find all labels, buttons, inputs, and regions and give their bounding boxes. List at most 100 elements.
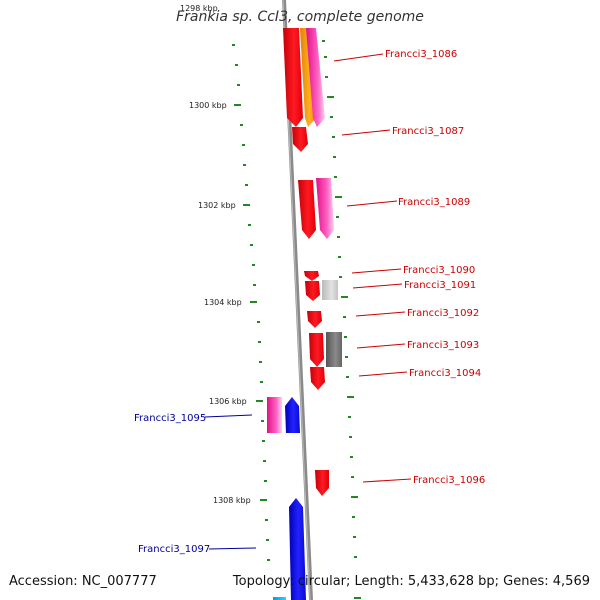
scale-dash <box>346 376 349 378</box>
gene-arrow-magenta[interactable] <box>306 28 325 127</box>
scale-dash <box>351 476 354 478</box>
scale-dash <box>240 124 243 126</box>
gene-1089-arrow-red[interactable] <box>298 180 316 239</box>
scale-dash <box>260 381 263 383</box>
scale-dash <box>245 184 248 186</box>
gene-1092-arrow[interactable] <box>307 311 322 328</box>
gene-1097-arrow-blue[interactable] <box>289 498 306 600</box>
gene-label-1091[interactable]: Francci3_1091 <box>404 280 476 291</box>
scale-dash <box>337 236 340 238</box>
leader-1089 <box>346 200 398 207</box>
scale-dash <box>259 361 262 363</box>
gene-label-1096[interactable]: Francci3_1096 <box>413 475 485 486</box>
leader-1093 <box>356 343 406 349</box>
gene-1087-arrow[interactable] <box>292 127 308 152</box>
scale-dash <box>351 496 358 498</box>
right-scale-dashes <box>322 40 361 599</box>
scale-dash <box>250 301 257 303</box>
scale-dash <box>232 44 235 46</box>
gene-label-1095[interactable]: Francci3_1095 <box>134 413 206 424</box>
scale-dash <box>349 436 352 438</box>
scale-dash <box>344 336 347 338</box>
scale-dash <box>261 420 264 422</box>
gene-1093-grey[interactable] <box>326 332 342 367</box>
scale-dash <box>336 216 339 218</box>
gene-1095-magenta[interactable] <box>267 397 282 433</box>
scale-dash <box>348 416 351 418</box>
gene-1094-arrow[interactable] <box>310 367 325 390</box>
scale-dash <box>253 284 256 286</box>
gene-arrow-red[interactable] <box>283 28 303 127</box>
scale-dash <box>330 116 333 118</box>
gene-label-1087[interactable]: Francci3_1087 <box>392 126 464 137</box>
scale-dash <box>263 460 266 462</box>
tick-label: 1302 kbp <box>198 201 236 210</box>
scale-dash <box>260 499 267 501</box>
scale-dash <box>335 196 342 198</box>
scale-dash <box>354 556 357 558</box>
scale-dash <box>243 204 250 206</box>
leader-1096 <box>362 478 412 483</box>
tick-label: 1308 kbp <box>213 496 251 505</box>
scale-dash <box>339 276 342 278</box>
topology-summary: Topology: circular; Length: 5,433,628 bp… <box>232 574 590 589</box>
gene-label-1089[interactable]: Francci3_1089 <box>398 197 470 208</box>
tick-label: 1304 kbp <box>204 298 242 307</box>
scale-dash <box>265 519 268 521</box>
gene-1091-arrow-red[interactable] <box>305 281 320 301</box>
leader-1090 <box>351 268 402 274</box>
scale-dash <box>332 136 335 138</box>
gene-1096-arrow[interactable] <box>315 470 329 496</box>
gene-1089-arrow-magenta[interactable] <box>316 178 334 239</box>
scale-dash <box>338 256 341 258</box>
accession-label: Accession: NC_007777 <box>9 574 157 589</box>
scale-dash <box>353 536 356 538</box>
leader-1087 <box>341 129 391 136</box>
scale-dash <box>267 559 270 561</box>
scale-dash <box>341 296 348 298</box>
gene-1090-arrow[interactable] <box>304 271 319 281</box>
leader-1097 <box>208 547 257 550</box>
scale-dash <box>325 76 328 78</box>
tick-label: 1306 kbp <box>209 397 247 406</box>
gene-label-1086[interactable]: Francci3_1086 <box>385 49 457 60</box>
scale-dash <box>347 396 354 398</box>
gene-1093-arrow-red[interactable] <box>309 333 324 367</box>
gene-label-1092[interactable]: Francci3_1092 <box>407 308 479 319</box>
scale-dash <box>350 456 353 458</box>
scale-dash <box>334 176 337 178</box>
scale-dash <box>354 597 361 599</box>
label-leaders-right <box>333 53 412 483</box>
scale-dash <box>327 96 334 98</box>
scale-dash <box>264 480 267 482</box>
scale-dash <box>237 84 240 86</box>
tick-label: 1300 kbp <box>189 101 227 110</box>
scale-dash <box>258 341 261 343</box>
leader-1094 <box>358 371 408 377</box>
scale-dash <box>252 264 255 266</box>
scale-dash <box>322 40 325 42</box>
tick-label-top: 1298 kbp <box>180 4 218 13</box>
scale-dash <box>242 144 245 146</box>
scale-dash <box>345 356 348 358</box>
gene-1095-arrow-blue[interactable] <box>285 397 300 433</box>
scale-dash <box>262 440 265 442</box>
gene-label-1093[interactable]: Francci3_1093 <box>407 340 479 351</box>
gene-label-1090[interactable]: Francci3_1090 <box>403 265 475 276</box>
scale-dash <box>343 316 346 318</box>
gene-1086-group[interactable] <box>283 28 325 127</box>
gene-label-1097[interactable]: Francci3_1097 <box>138 544 210 555</box>
leader-1092 <box>355 311 406 317</box>
scale-dash <box>234 104 241 106</box>
scale-dash <box>257 321 260 323</box>
scale-dash <box>333 156 336 158</box>
gene-1091-light-grey[interactable] <box>322 280 338 300</box>
scale-dash <box>324 56 327 58</box>
gene-label-1094[interactable]: Francci3_1094 <box>409 368 481 379</box>
leader-1086 <box>333 53 384 62</box>
scale-dash <box>248 224 251 226</box>
gene-cyan-fragment[interactable] <box>273 597 286 600</box>
scale-dash <box>250 244 253 246</box>
